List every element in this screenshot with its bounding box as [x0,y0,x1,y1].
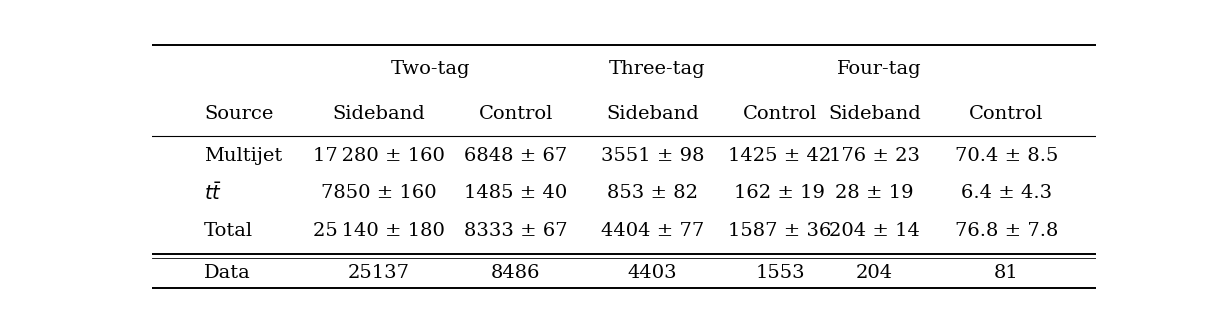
Text: Sideband: Sideband [333,105,425,124]
Text: 8486: 8486 [491,263,541,282]
Text: 25 140 ± 180: 25 140 ± 180 [313,222,445,240]
Text: Sideband: Sideband [607,105,699,124]
Text: 7850 ± 160: 7850 ± 160 [322,185,436,202]
Text: $t\bar{t}$: $t\bar{t}$ [205,183,222,204]
Text: 853 ± 82: 853 ± 82 [607,185,698,202]
Text: 6848 ± 67: 6848 ± 67 [464,147,568,165]
Text: Source: Source [205,105,274,124]
Text: 176 ± 23: 176 ± 23 [829,147,920,165]
Text: Four-tag: Four-tag [837,60,921,78]
Text: Data: Data [205,263,251,282]
Text: 6.4 ± 4.3: 6.4 ± 4.3 [961,185,1052,202]
Text: 17 280 ± 160: 17 280 ± 160 [313,147,445,165]
Text: 204 ± 14: 204 ± 14 [829,222,920,240]
Text: Multijet: Multijet [205,147,283,165]
Text: 25137: 25137 [348,263,409,282]
Text: 4404 ± 77: 4404 ± 77 [600,222,704,240]
Text: Control: Control [970,105,1044,124]
Text: 8333 ± 67: 8333 ± 67 [464,222,568,240]
Text: 1485 ± 40: 1485 ± 40 [464,185,568,202]
Text: 1587 ± 36: 1587 ± 36 [728,222,832,240]
Text: Control: Control [479,105,553,124]
Text: Two-tag: Two-tag [391,60,470,78]
Text: 204: 204 [856,263,893,282]
Text: Sideband: Sideband [828,105,921,124]
Text: 3551 ± 98: 3551 ± 98 [600,147,704,165]
Text: 81: 81 [994,263,1019,282]
Text: 28 ± 19: 28 ± 19 [836,185,914,202]
Text: Three-tag: Three-tag [609,60,705,78]
Text: Control: Control [743,105,817,124]
Text: 4403: 4403 [627,263,677,282]
Text: 1553: 1553 [755,263,805,282]
Text: 162 ± 19: 162 ± 19 [734,185,826,202]
Text: 1425 ± 42: 1425 ± 42 [728,147,832,165]
Text: 76.8 ± 7.8: 76.8 ± 7.8 [955,222,1058,240]
Text: Total: Total [205,222,253,240]
Text: 70.4 ± 8.5: 70.4 ± 8.5 [955,147,1058,165]
